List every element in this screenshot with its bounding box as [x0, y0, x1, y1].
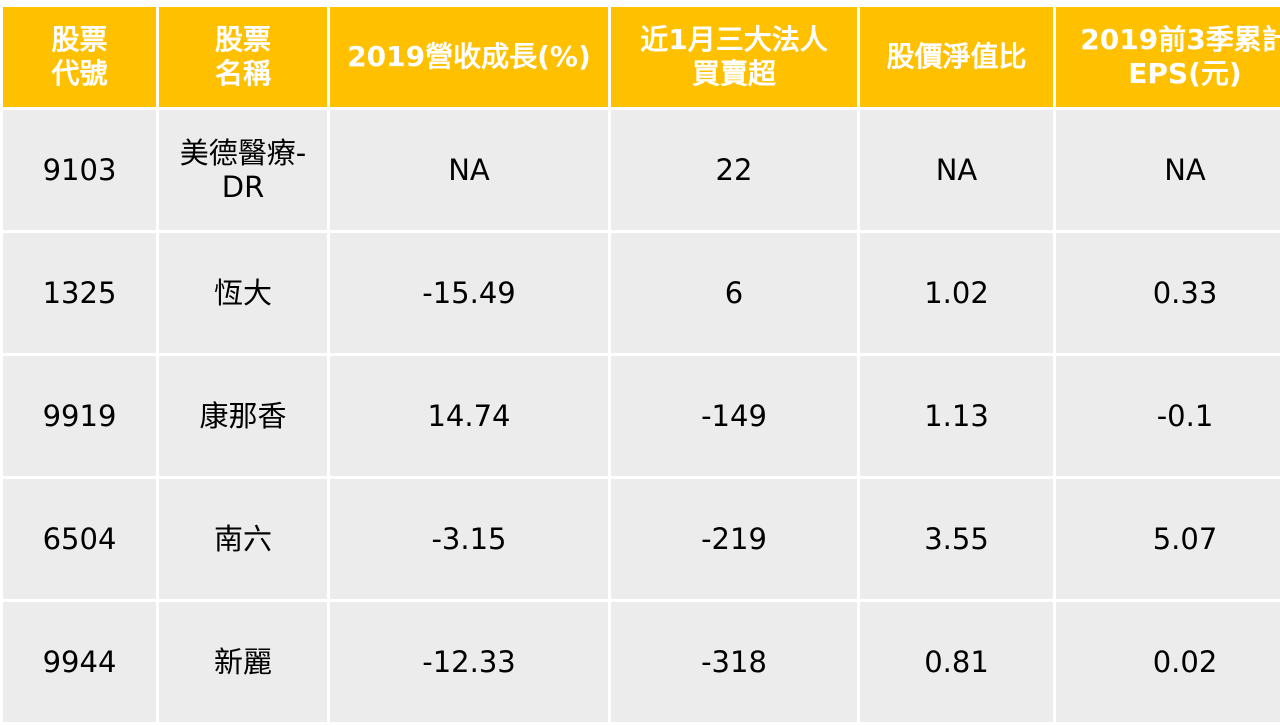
cell-eps: 5.07	[1056, 479, 1280, 599]
header-eps: 2019前3季累計 EPS(元)	[1056, 7, 1280, 107]
cell-stock-code: 6504	[3, 479, 156, 599]
cell-institutional-net: 22	[611, 110, 857, 230]
stock-table: 股票 代號 股票 名稱 2019營收成長(%) 近1月三大法人 買賣超 股價淨值…	[0, 4, 1280, 725]
header-stock-code: 股票 代號	[3, 7, 156, 107]
cell-stock-code: 9944	[3, 602, 156, 722]
cell-pb-ratio: 0.81	[860, 602, 1053, 722]
cell-institutional-net: -149	[611, 356, 857, 476]
cell-pb-ratio: 3.55	[860, 479, 1053, 599]
cell-stock-name: 恆大	[159, 233, 327, 353]
cell-revenue-growth: -15.49	[330, 233, 608, 353]
cell-eps: 0.33	[1056, 233, 1280, 353]
table-row: 9919 康那香 14.74 -149 1.13 -0.1	[3, 356, 1280, 476]
cell-revenue-growth: 14.74	[330, 356, 608, 476]
cell-revenue-growth: NA	[330, 110, 608, 230]
cell-stock-code: 9103	[3, 110, 156, 230]
cell-stock-name: 康那香	[159, 356, 327, 476]
table-row: 1325 恆大 -15.49 6 1.02 0.33	[3, 233, 1280, 353]
header-pb-ratio: 股價淨值比	[860, 7, 1053, 107]
cell-pb-ratio: NA	[860, 110, 1053, 230]
header-row: 股票 代號 股票 名稱 2019營收成長(%) 近1月三大法人 買賣超 股價淨值…	[3, 7, 1280, 107]
cell-stock-name: 南六	[159, 479, 327, 599]
cell-institutional-net: -219	[611, 479, 857, 599]
cell-stock-code: 9919	[3, 356, 156, 476]
header-stock-name: 股票 名稱	[159, 7, 327, 107]
cell-stock-code: 1325	[3, 233, 156, 353]
cell-institutional-net: 6	[611, 233, 857, 353]
cell-eps: 0.02	[1056, 602, 1280, 722]
cell-stock-name: 美德醫療-DR	[159, 110, 327, 230]
cell-eps: NA	[1056, 110, 1280, 230]
cell-pb-ratio: 1.13	[860, 356, 1053, 476]
header-institutional-net: 近1月三大法人 買賣超	[611, 7, 857, 107]
table-row: 6504 南六 -3.15 -219 3.55 5.07	[3, 479, 1280, 599]
cell-revenue-growth: -3.15	[330, 479, 608, 599]
header-revenue-growth: 2019營收成長(%)	[330, 7, 608, 107]
cell-revenue-growth: -12.33	[330, 602, 608, 722]
cell-stock-name: 新麗	[159, 602, 327, 722]
cell-pb-ratio: 1.02	[860, 233, 1053, 353]
cell-institutional-net: -318	[611, 602, 857, 722]
table-row: 9944 新麗 -12.33 -318 0.81 0.02	[3, 602, 1280, 722]
table-row: 9103 美德醫療-DR NA 22 NA NA	[3, 110, 1280, 230]
cell-eps: -0.1	[1056, 356, 1280, 476]
